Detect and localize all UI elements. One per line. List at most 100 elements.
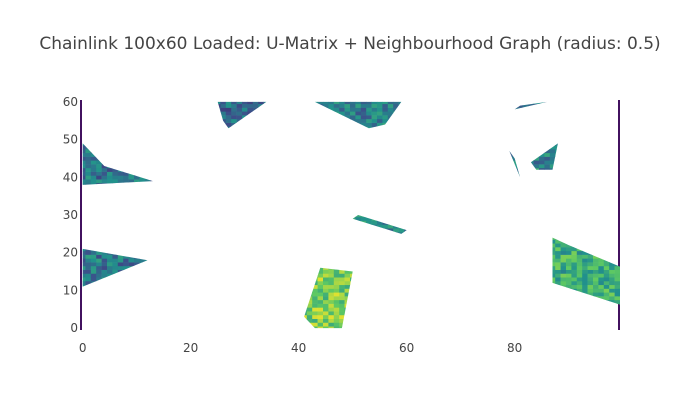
heatmap-cell [609,269,615,274]
heatmap-cell [560,258,567,263]
heatmap-cell [225,107,232,112]
heatmap-cell [576,258,583,263]
heatmap-cell [344,280,351,286]
heatmap-cell [225,122,232,127]
heatmap-cell [90,265,97,270]
heatmap-cell [344,107,351,112]
heatmap-cell [609,273,615,278]
heatmap-cell [552,250,556,255]
heatmap-cell [555,265,561,270]
heatmap-cell [333,292,340,297]
heatmap-cell [614,280,620,286]
heatmap-cell [544,152,551,157]
heatmap-cell [555,277,561,282]
heatmap-cell [366,115,372,120]
heatmap-cell [217,103,221,108]
heatmap-cell [112,262,119,267]
heatmap-cell [333,269,340,274]
heatmap-cell [101,254,108,259]
umatrix-heatmap [80,100,620,330]
heatmap-cell [317,267,324,270]
heatmap-cell [90,164,97,169]
heatmap-cell [571,273,578,278]
heatmap-cell [344,277,351,282]
heatmap-cell [544,156,551,161]
heatmap-cell [350,107,356,112]
heatmap-cell [593,258,599,263]
overlay-mask [80,100,620,330]
heatmap-cell [333,318,340,323]
heatmap-cell [339,318,345,323]
heatmap-cell [328,322,335,327]
heatmap-cell [236,111,243,116]
heatmap-cell [96,258,102,263]
heatmap-cell [85,156,92,161]
heatmap-cell [333,107,340,112]
heatmap-cell [582,250,588,255]
x-tick-label: 60 [399,341,414,355]
heatmap-cell [366,103,372,108]
heatmap-cell [82,164,86,169]
heatmap-cell [555,250,561,255]
heatmap-cell [603,280,610,286]
heatmap-cell [355,115,362,120]
heatmap-cell [593,254,599,259]
heatmap-cell [323,307,329,312]
heatmap-cell [555,143,558,146]
heatmap-cell [587,258,594,263]
heatmap-cell [82,254,86,259]
heatmap-cell [107,269,113,274]
heatmap-cell [312,288,318,293]
heatmap-cell [609,265,615,270]
heatmap-cell [576,273,583,278]
heatmap-cell [614,299,620,304]
heatmap-cell [344,101,351,105]
heatmap-cell [134,175,140,180]
heatmap-cell [582,262,588,267]
heatmap-cell [544,167,551,170]
heatmap-cell [530,160,534,165]
chart-title: Chainlink 100x60 Loaded: U-Matrix + Neig… [39,34,661,54]
heatmap-cell [371,101,378,105]
heatmap-cell [555,269,561,274]
heatmap-cell [560,247,567,252]
heatmap-cell [90,254,97,259]
heatmap-cell [555,280,561,286]
heatmap-cell [85,280,92,286]
heatmap-cell [566,254,572,259]
heatmap-cell [614,288,620,293]
heatmap-cell [339,269,345,274]
heatmap-cell [603,288,610,293]
heatmap-cell [587,273,594,278]
heatmap-cell [350,101,356,105]
heatmap-cell [112,179,119,184]
heatmap-cell [107,179,113,184]
heatmap-cell [306,303,313,308]
heatmap-cell [96,160,102,165]
heatmap-cell [101,171,108,176]
heatmap-cell [82,179,86,184]
heatmap-cell [549,156,556,161]
heatmap-cell [323,273,329,278]
heatmap-cell [522,103,529,108]
heatmap-cell [339,273,345,278]
heatmap-cell [328,284,335,289]
heatmap-cell [323,311,329,316]
heatmap-cell [398,101,402,105]
heatmap-cell [117,258,124,263]
heatmap-cell [123,254,129,259]
heatmap-cell [360,118,367,123]
heatmap-cell [566,243,572,248]
heatmap-cell [90,258,97,263]
heatmap-cell [350,115,356,120]
heatmap-cell [96,167,102,172]
heatmap-cell [603,269,610,274]
heatmap-cell [355,215,362,218]
axes: 0 20 40 60 80 0 10 20 30 40 50 60 [63,95,523,355]
heatmap-cell [323,326,329,329]
heatmap-cell [96,175,102,180]
heatmap-cell [123,171,129,176]
heatmap-cell [377,101,383,105]
heatmap-cell [107,265,113,270]
heatmap-cell [339,277,345,282]
